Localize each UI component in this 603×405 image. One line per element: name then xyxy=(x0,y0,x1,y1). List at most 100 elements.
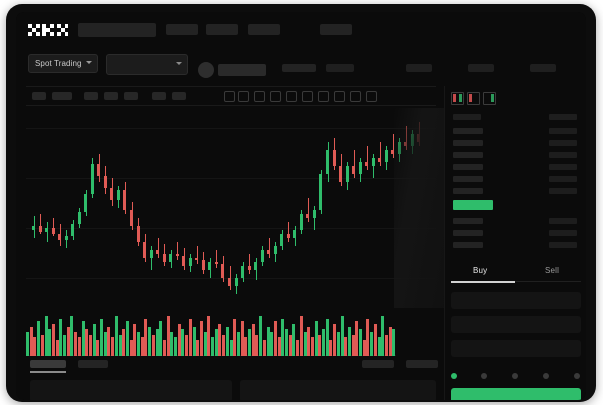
volume-bar xyxy=(170,332,174,356)
volume-bar xyxy=(96,340,100,356)
magnet-icon[interactable] xyxy=(318,91,329,102)
orderbook-both-icon[interactable] xyxy=(451,92,464,105)
volume-bar xyxy=(88,334,92,356)
percent-step-50[interactable] xyxy=(512,373,518,379)
grid-line xyxy=(26,278,436,279)
volume-bar xyxy=(85,329,89,356)
percent-step-100[interactable] xyxy=(574,373,580,379)
nav-item-2[interactable] xyxy=(206,24,238,35)
order-amount-field[interactable] xyxy=(451,316,581,333)
interval-5[interactable] xyxy=(124,92,138,100)
candle-body xyxy=(45,228,49,232)
volume-bar xyxy=(166,316,170,356)
tab-sell[interactable]: Sell xyxy=(545,266,560,275)
percent-slider[interactable] xyxy=(451,371,581,381)
interval-7[interactable] xyxy=(172,92,186,100)
orderbook-bid-row[interactable] xyxy=(453,242,483,248)
interval-4[interactable] xyxy=(104,92,118,100)
orderbook-bid-row[interactable] xyxy=(453,218,483,224)
orderbook-ask-row[interactable] xyxy=(453,176,483,182)
orderbook-ask-row[interactable] xyxy=(453,140,483,146)
percent-step-25[interactable] xyxy=(481,373,487,379)
stat-change xyxy=(326,64,354,72)
trading-pair-select[interactable] xyxy=(106,54,188,75)
volume-bar xyxy=(370,332,374,356)
candle-body xyxy=(339,166,343,182)
grid-line xyxy=(26,228,436,229)
place-buy-order-button[interactable] xyxy=(451,388,581,400)
bottom-tab-2[interactable] xyxy=(78,360,108,368)
order-total-field[interactable] xyxy=(451,340,581,357)
orderbook-bid-row[interactable] xyxy=(453,230,483,236)
candle-wick xyxy=(392,134,394,158)
volume-bar xyxy=(155,329,159,356)
bottom-tab-1[interactable] xyxy=(30,360,66,368)
candle-body xyxy=(175,254,179,256)
fib-icon[interactable] xyxy=(270,91,281,102)
candle-body xyxy=(397,142,401,154)
nav-item-4[interactable] xyxy=(320,24,352,35)
volume-bar xyxy=(140,337,144,356)
market-type-select[interactable]: Spot Trading xyxy=(28,54,98,73)
orderbook-bids-icon[interactable] xyxy=(483,92,496,105)
percent-step-0[interactable] xyxy=(451,373,457,379)
candle-body xyxy=(103,176,107,188)
bottom-tab-4[interactable] xyxy=(406,360,438,368)
volume-bar xyxy=(162,340,166,356)
candle-wick xyxy=(151,246,153,270)
candle-body xyxy=(123,190,127,210)
volume-bar xyxy=(288,334,292,356)
order-price-field[interactable] xyxy=(451,292,581,309)
candle-body xyxy=(221,264,225,278)
brush-icon[interactable] xyxy=(302,91,313,102)
interval-3[interactable] xyxy=(84,92,98,100)
candle-body xyxy=(260,250,264,262)
candle-body xyxy=(58,234,62,240)
orderbook-ask-row[interactable] xyxy=(453,152,483,158)
tablet-device-frame: Spot Trading xyxy=(6,4,596,402)
trendline-icon[interactable] xyxy=(238,91,249,102)
volume-bar xyxy=(74,332,78,356)
bottom-panel-left[interactable] xyxy=(30,380,232,400)
orderbook-asks-icon[interactable] xyxy=(467,92,480,105)
tab-buy[interactable]: Buy xyxy=(473,266,488,275)
eraser-icon[interactable] xyxy=(334,91,345,102)
lock-icon[interactable] xyxy=(350,91,361,102)
horizontal-line-icon[interactable] xyxy=(254,91,265,102)
nav-item-3[interactable] xyxy=(248,24,280,35)
volume-bar xyxy=(392,329,396,356)
chevron-down-icon xyxy=(86,61,92,64)
bottom-tab-3[interactable] xyxy=(362,360,394,368)
bottom-panel-right[interactable] xyxy=(240,380,436,400)
volume-bar xyxy=(111,337,115,356)
volume-bar xyxy=(333,324,337,356)
volume-bar xyxy=(122,329,126,356)
volume-bar xyxy=(196,340,200,356)
candle-body xyxy=(254,262,258,270)
candlestick-chart[interactable] xyxy=(26,108,436,308)
orderbook-ask-row[interactable] xyxy=(453,128,483,134)
interval-1[interactable] xyxy=(32,92,46,100)
volume-bar xyxy=(218,324,222,356)
interval-6[interactable] xyxy=(152,92,166,100)
percent-step-75[interactable] xyxy=(543,373,549,379)
candle-body xyxy=(384,150,388,162)
grid-line xyxy=(26,178,436,179)
candle-body xyxy=(378,158,382,162)
nav-item-1[interactable] xyxy=(166,24,198,35)
candle-body xyxy=(51,228,55,234)
volume-bar xyxy=(381,316,385,356)
candle-body xyxy=(182,256,186,266)
search-input[interactable] xyxy=(78,23,156,37)
okx-logo-icon[interactable] xyxy=(28,24,68,37)
interval-2[interactable] xyxy=(52,92,72,100)
camera-icon[interactable] xyxy=(366,91,377,102)
orderbook-ask-row[interactable] xyxy=(453,188,483,194)
candle-body xyxy=(116,190,120,200)
volume-bar xyxy=(344,337,348,356)
volume-bar xyxy=(103,332,107,356)
wave-icon[interactable] xyxy=(286,91,297,102)
orderbook-panel: Buy Sell xyxy=(444,86,586,400)
crosshair-icon[interactable] xyxy=(224,91,235,102)
orderbook-ask-row[interactable] xyxy=(453,164,483,170)
